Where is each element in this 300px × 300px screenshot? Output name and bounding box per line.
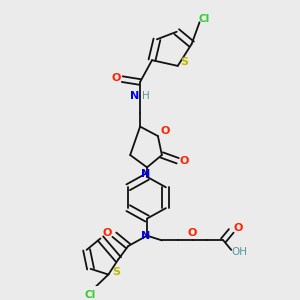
Text: OH: OH xyxy=(231,247,247,257)
Text: O: O xyxy=(112,73,121,83)
Text: Cl: Cl xyxy=(199,14,210,24)
Text: Cl: Cl xyxy=(85,290,96,300)
Text: N: N xyxy=(130,91,139,101)
Text: O: O xyxy=(180,156,189,166)
Text: H: H xyxy=(142,91,150,101)
Text: O: O xyxy=(160,126,170,136)
Text: O: O xyxy=(233,223,243,233)
Text: S: S xyxy=(181,57,189,67)
Text: O: O xyxy=(103,228,112,238)
Text: S: S xyxy=(112,267,120,277)
Text: N: N xyxy=(141,169,151,179)
Text: O: O xyxy=(188,228,197,238)
Text: N: N xyxy=(141,231,151,241)
